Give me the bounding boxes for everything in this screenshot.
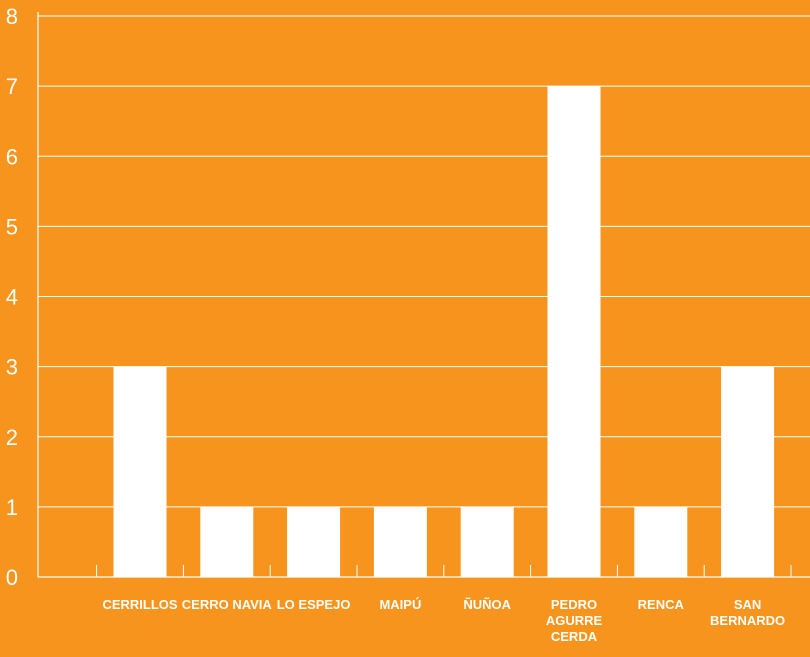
bars: [113, 86, 775, 577]
x-tick-labels: CERRILLOS CERRO NAVIA LO ESPEJO MAIPÚ ÑUÑOA P…: [102, 597, 785, 644]
bar: [373, 506, 427, 577]
bar: [721, 366, 775, 577]
x-tick-label: CERDA: [551, 629, 598, 644]
gridlines: [38, 15, 810, 508]
y-tick-label: 5: [6, 214, 18, 239]
x-tick-label: CERRO NAVIA: [182, 597, 273, 612]
x-tick-label: AGURRE: [546, 613, 603, 628]
x-tick-label: BERNARDO: [710, 613, 785, 628]
x-tick-label: SAN: [734, 597, 761, 612]
bar: [287, 506, 341, 577]
y-tick-label: 0: [6, 565, 18, 590]
bar: [460, 506, 514, 577]
x-tick-label: LO ESPEJO: [277, 597, 351, 612]
y-tick-label: 7: [6, 74, 18, 99]
y-tick-label: 1: [6, 495, 18, 520]
bar: [634, 506, 688, 577]
y-tick-label: 8: [6, 4, 18, 29]
x-tick-label: CERRILLOS: [102, 597, 177, 612]
y-tick-label: 6: [6, 144, 18, 169]
y-tick-label: 3: [6, 355, 18, 380]
x-tick-label: MAIPÚ: [379, 597, 421, 612]
y-tick-labels: 0 1 2 3 4 5 6 7 8: [6, 4, 18, 590]
x-tick-label: ÑUÑOA: [463, 597, 511, 612]
x-tick-label: PEDRO: [551, 597, 597, 612]
bar: [113, 366, 167, 577]
y-tick-label: 4: [6, 285, 18, 310]
bar: [547, 86, 601, 577]
y-tick-label: 2: [6, 425, 18, 450]
bar: [200, 506, 254, 577]
x-tick-label: RENCA: [638, 597, 685, 612]
